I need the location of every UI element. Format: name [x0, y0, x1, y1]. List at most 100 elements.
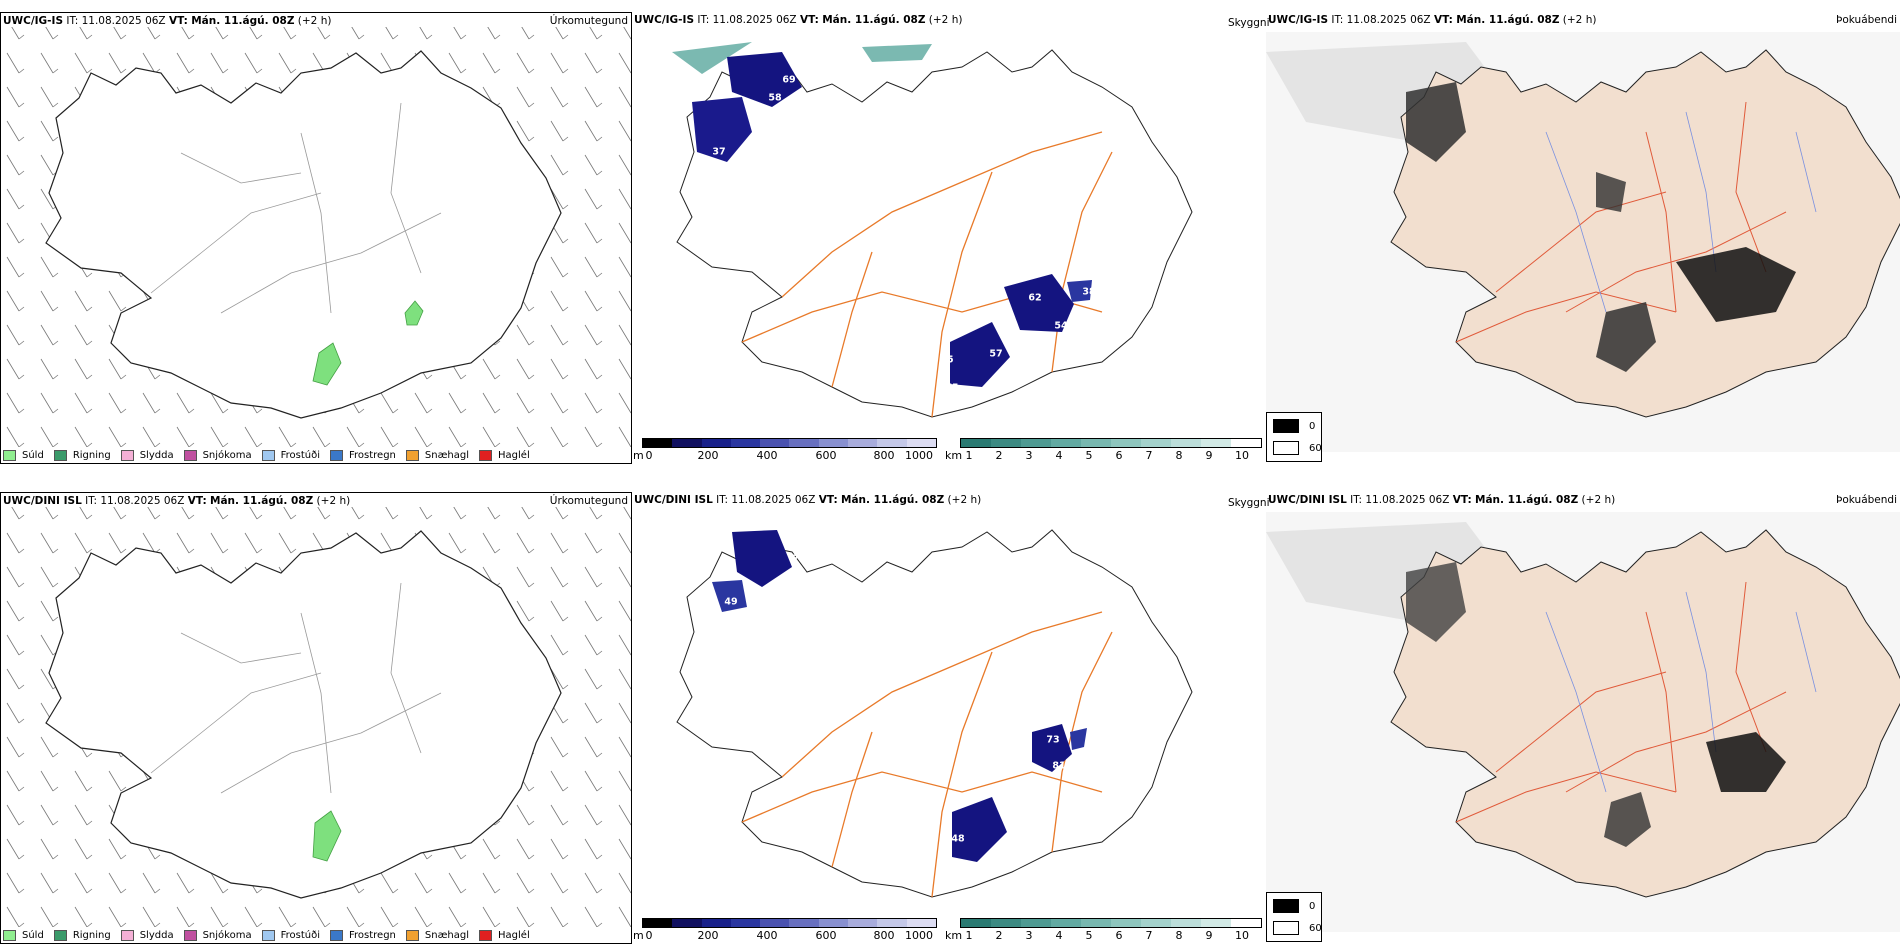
peak-value: 91: [803, 48, 817, 60]
colorbar-tick: 600: [815, 929, 837, 942]
legend-item: Snæhagl: [405, 930, 469, 941]
peak-value: 81: [1052, 760, 1066, 772]
legend-item: Snjókoma: [183, 450, 252, 461]
legend-item: Haglél: [479, 450, 530, 461]
peak-value: 54: [1054, 320, 1068, 332]
peak-value: 62: [1028, 292, 1042, 304]
precip-legend: Súld Rigning Slydda Snjókoma Frostúði Fr…: [3, 930, 530, 941]
legend-swatch: [53, 930, 67, 941]
colorbar-tick: 5: [1085, 929, 1093, 942]
peak-value: 50: [942, 861, 956, 873]
precip-type-panel-top: UWC/IG-IS IT: 11.08.2025 06Z VT: Mán. 11…: [0, 12, 632, 464]
colorbar-tick: 800: [873, 929, 895, 942]
legend-item: Rigning: [53, 930, 111, 941]
iceland-cloud-map: [676, 529, 1193, 898]
colorbar-tick: 800: [873, 449, 895, 462]
iceland-coastline: [1390, 49, 1900, 418]
legend-swatch: [405, 930, 419, 941]
colorbar-tick: 4: [1055, 929, 1063, 942]
legend-swatch: [3, 930, 16, 941]
iceland-precip-map: [1, 27, 631, 447]
peak-value: 12: [960, 196, 974, 208]
legend-swatch: [261, 930, 275, 941]
fog-key-swatch: [1273, 419, 1299, 433]
colorbar-tick: 1: [965, 449, 973, 462]
peak-value: 38: [1082, 286, 1096, 298]
colorbar-tick: 1: [965, 929, 973, 942]
peak-value: 69: [782, 74, 796, 86]
fog-panel-top: UWC/IG-IS IT: 11.08.2025 06Z VT: Mán. 11…: [1266, 12, 1900, 464]
iceland-coastline: [1390, 529, 1900, 898]
colorbar-tick: 600: [815, 449, 837, 462]
legend-item: Snæhagl: [405, 450, 469, 461]
cloud-visibility-panel-top: UWC/IG-IS IT: 11.08.2025 06Z VT: Mán. 11…: [632, 12, 1264, 464]
colorbar-tick: 0: [645, 929, 653, 942]
cloud-height-colorbar: m 0 200 400 600 800 1000: [632, 437, 937, 464]
colorbar-tick: 0: [645, 449, 653, 462]
peak-value: 58: [768, 92, 782, 104]
fog-key-swatch: [1273, 921, 1299, 935]
legend-swatch: [53, 450, 67, 461]
panel-title: Þokuábendi: [1836, 494, 1897, 506]
fog-key-row: 0: [1273, 419, 1315, 433]
colorbar-tick: 5: [1085, 449, 1093, 462]
iceland-fog-map: [1266, 512, 1900, 932]
colorbar-tick: 10: [1235, 449, 1249, 462]
colorbar-unit: m: [633, 929, 644, 942]
legend-item: Frostúði: [261, 930, 320, 941]
colorbar-tick: 6: [1115, 929, 1123, 942]
visibility-colorbar: km 1 2 3 4 5 6 7 8 9 10: [942, 917, 1264, 944]
cloud-visibility-panel-bottom: UWC/DINI ISL IT: 11.08.2025 06Z VT: Mán.…: [632, 492, 1264, 944]
fog-key-swatch: [1273, 899, 1299, 913]
iceland-fog-map: [1266, 32, 1900, 452]
legend-item: Súld: [3, 450, 44, 461]
legend-swatch: [330, 450, 343, 461]
peak-value: 37: [983, 229, 997, 241]
peak-value: 45: [940, 354, 954, 366]
precip-type-panel-bottom: UWC/DINI ISL IT: 11.08.2025 06Z VT: Mán.…: [0, 492, 632, 944]
panel-header: UWC/DINI ISL IT: 11.08.2025 06Z VT: Mán.…: [1268, 494, 1616, 506]
fog-key-row: 0: [1273, 899, 1315, 913]
iceland-coastline: [45, 530, 562, 899]
panel-header: UWC/IG-IS IT: 11.08.2025 06Z VT: Mán. 11…: [3, 15, 332, 27]
colorbar-tick: 1000: [905, 449, 933, 462]
colorbar-tick: 9: [1205, 929, 1213, 942]
fog-key-swatch: [1273, 441, 1299, 455]
colorbar-tick: 400: [756, 929, 778, 942]
legend-item: Slydda: [120, 450, 174, 461]
panel-title: Skyggni: [1228, 17, 1270, 29]
legend-item: Rigning: [53, 450, 111, 461]
legend-swatch: [183, 930, 197, 941]
colorbar-unit: km: [945, 929, 963, 942]
colorbar-tick: 8: [1175, 449, 1183, 462]
colorbar-tick: 6: [1115, 449, 1123, 462]
legend-swatch: [120, 450, 134, 461]
legend-swatch: [330, 930, 343, 941]
peak-value: 73: [1046, 734, 1060, 746]
fog-panel-bottom: UWC/DINI ISL IT: 11.08.2025 06Z VT: Mán.…: [1266, 492, 1900, 944]
fog-key: 0 60: [1266, 412, 1322, 462]
panel-header: UWC/DINI ISL IT: 11.08.2025 06Z VT: Mán.…: [634, 494, 982, 506]
panel-header: UWC/IG-IS IT: 11.08.2025 06Z VT: Mán. 11…: [634, 14, 963, 26]
legend-item: Snjókoma: [183, 930, 252, 941]
legend-item: Frostregn: [330, 450, 396, 461]
legend-swatch: [479, 450, 493, 461]
fog-key-row: 60: [1273, 921, 1322, 935]
peak-value: 48: [951, 833, 965, 845]
peak-value: 57: [989, 348, 1003, 360]
colorbar-tick: 8: [1175, 929, 1183, 942]
colorbar-unit: m: [633, 449, 644, 462]
colorbar-tick: 4: [1055, 449, 1063, 462]
colorbar-tick: 200: [697, 449, 719, 462]
legend-item: Súld: [3, 930, 44, 941]
legend-item: Frostúði: [261, 450, 320, 461]
panel-title: Þokuábendi: [1836, 14, 1897, 26]
legend-swatch: [479, 930, 493, 941]
colorbar-tick: 400: [756, 449, 778, 462]
colorbar-tick: 9: [1205, 449, 1213, 462]
colorbar-tick: 1000: [905, 929, 933, 942]
peak-value: 70: [792, 553, 806, 565]
panel-header: UWC/DINI ISL IT: 11.08.2025 06Z VT: Mán.…: [3, 495, 351, 507]
iceland-coastline: [676, 529, 1193, 898]
cloud-height-colorbar: m 0 200 400 600 800 1000: [632, 917, 937, 944]
